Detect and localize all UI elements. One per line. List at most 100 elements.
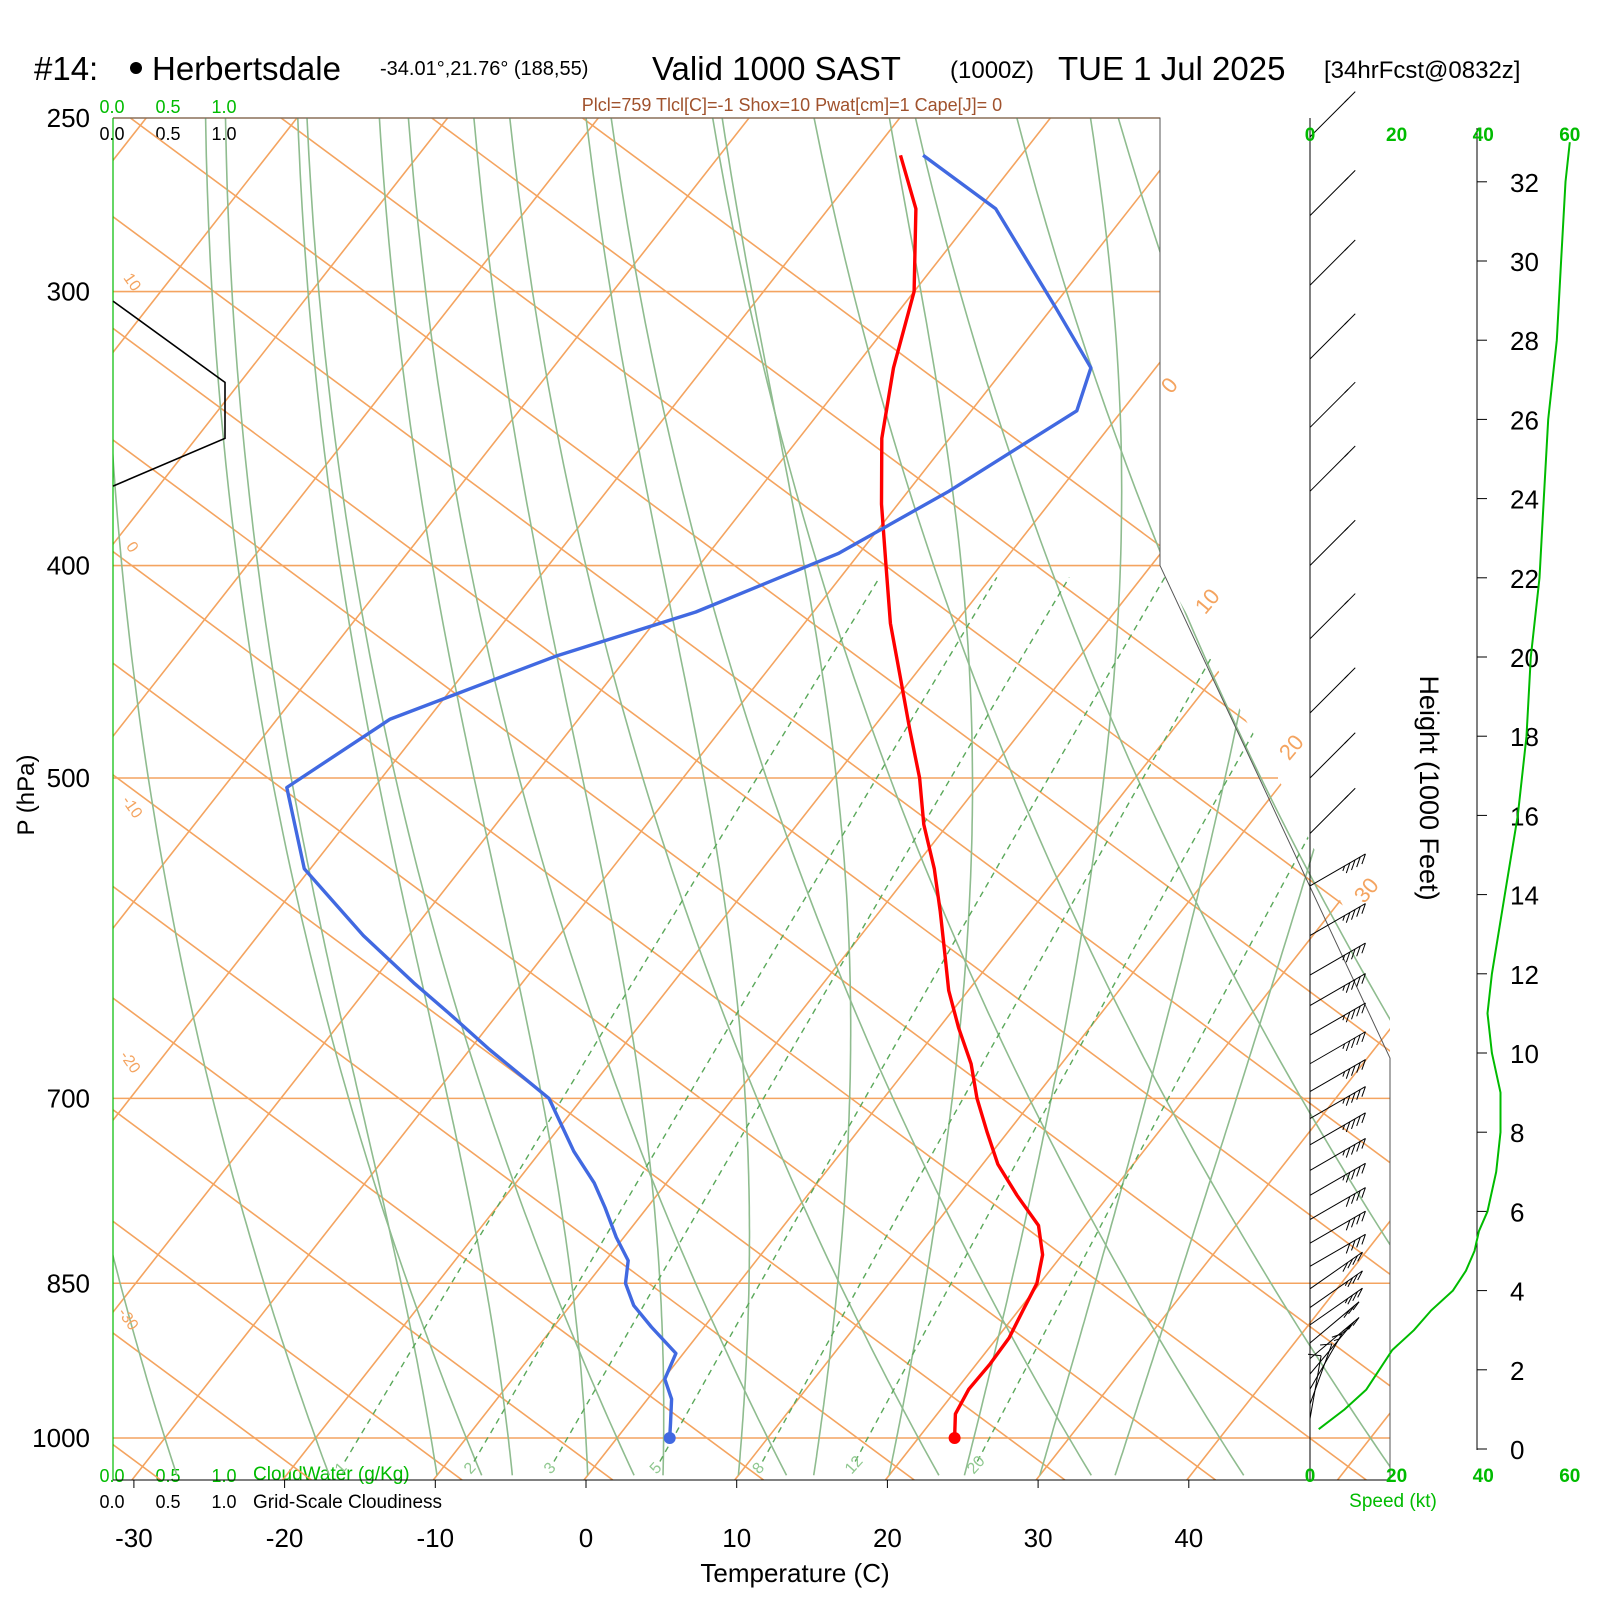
barb-feather	[1357, 1251, 1363, 1262]
mixing-ratio-label: 8	[749, 1459, 768, 1477]
isotherm-label: 0	[122, 539, 141, 556]
barb-feather	[1351, 1240, 1356, 1251]
wind-barb-icon	[1309, 1086, 1366, 1120]
barb-feather	[1361, 1138, 1366, 1149]
barb-staff	[1309, 1162, 1366, 1196]
isotherm-line	[113, 118, 1066, 1480]
valid-time: Valid 1000 SAST	[652, 50, 901, 87]
moist-adiabat-line	[715, 118, 852, 1476]
barb-feather	[1356, 1190, 1361, 1201]
barb-feather	[1345, 1147, 1351, 1158]
plot-frame	[112, 117, 1391, 1480]
barb-feather	[1351, 948, 1356, 960]
pressure-tick-label: 700	[47, 1083, 90, 1113]
dry-adiabat-line	[705, 118, 1245, 1476]
isotherm-line	[113, 118, 1217, 1480]
barb-feather	[1347, 1258, 1354, 1269]
temperature-line	[879, 154, 1045, 1439]
wind-barb-icon	[1309, 1002, 1366, 1036]
barb-feather	[1361, 1086, 1366, 1097]
cloudwater-label: CloudWater (g/Kg)	[253, 1464, 410, 1485]
isobars	[113, 117, 1390, 1439]
speed-tick-label: 60	[1559, 1466, 1580, 1487]
barb-feather	[1345, 1196, 1351, 1207]
barb-flag	[1345, 520, 1356, 531]
barb-half-feather	[1342, 1071, 1346, 1077]
height-speed-panel: 0246810121416182022242628303200202040406…	[1305, 125, 1581, 1487]
barb-feather	[1361, 1211, 1366, 1222]
barb-feather	[1345, 1068, 1351, 1079]
barb-staff	[1309, 1324, 1352, 1375]
wind-barb-icon	[1309, 942, 1366, 976]
station-id: #14:	[34, 50, 98, 87]
speed-tick-label: 0	[1305, 1466, 1316, 1487]
temperature-tick-label: -10	[417, 1523, 455, 1553]
isotherm-line	[113, 118, 298, 1480]
pressure-tick-label: 500	[47, 763, 90, 793]
barb-feather	[1345, 1011, 1351, 1023]
barb-feather	[1345, 982, 1351, 993]
barb-feather	[1356, 1141, 1361, 1152]
cloudiness-tick: 0.5	[155, 124, 180, 144]
plot-border	[113, 117, 1391, 1480]
speed-tick-label: 0	[1305, 125, 1316, 146]
isotherm-line	[113, 118, 750, 1480]
speed-axis-title: Speed (kt)	[1349, 1491, 1437, 1512]
barb-staff	[1309, 1210, 1366, 1244]
temperature-surface-marker	[948, 1432, 961, 1444]
barb-feather	[1351, 1193, 1356, 1204]
isotherm-line	[131, 118, 1202, 1480]
barb-feather	[1345, 912, 1351, 923]
barb-half-feather	[1344, 177, 1349, 182]
dry-adiabat-line	[113, 118, 331, 1476]
cloudwater-tick: 1.0	[211, 1466, 236, 1486]
isotherm-line	[113, 118, 901, 1480]
barb-staff	[1309, 1187, 1366, 1220]
cloudwater-tick: 0.5	[155, 97, 180, 117]
barb-feather	[1356, 1214, 1361, 1225]
forecast-info: [34hrFcst@0832z]	[1324, 57, 1520, 84]
mixing-ratio-line	[553, 577, 1070, 1462]
wind-barb-icon	[1309, 1343, 1333, 1405]
dry-adiabat-line	[304, 118, 635, 1476]
barb-feather	[1307, 1353, 1322, 1357]
dry-adiabat-line	[1006, 118, 1390, 1476]
wind-barb-icon	[1309, 170, 1356, 217]
barb-feather	[1357, 1287, 1363, 1298]
wind-barb-icon	[1309, 1059, 1366, 1092]
barb-feather	[1351, 1092, 1356, 1103]
station-coords: -34.01°,21.76° (188,55)	[380, 58, 588, 80]
valid-time-zulu: (1000Z)	[950, 57, 1034, 84]
isotherm-line	[1336, 118, 1390, 1480]
temperature-tick-label: -20	[266, 1523, 304, 1553]
mixing-ratio-line	[761, 577, 1258, 1462]
barb-feather	[1352, 1291, 1358, 1302]
barb-staff	[1309, 1059, 1366, 1092]
barb-feather	[1345, 951, 1351, 963]
speed-tick-label: 20	[1386, 125, 1407, 146]
speed-tick-label: 40	[1473, 125, 1494, 146]
wind-barb-icon	[1309, 1162, 1366, 1196]
temperature-tick-label: 10	[722, 1523, 751, 1553]
cloudiness-tick: 0.0	[99, 1492, 124, 1512]
barb-feather	[1347, 1277, 1354, 1288]
barb-half-feather	[1342, 1014, 1346, 1021]
wind-barbs	[1307, 91, 1366, 1480]
pressure-tick-label: 300	[47, 277, 90, 307]
isotherm-line	[113, 118, 1390, 1480]
barb-half-feather	[1342, 915, 1346, 921]
barb-half-feather	[1342, 954, 1346, 961]
moist-adiabat-line	[580, 118, 751, 1476]
barb-feather	[1351, 979, 1356, 990]
height-tick-label: 28	[1510, 326, 1539, 356]
isotherm-line	[0, 118, 10, 1480]
isotherm-line	[1035, 118, 1390, 1480]
wind-barb-icon	[1309, 1324, 1352, 1375]
barb-staff	[1309, 1137, 1366, 1171]
barb-feather	[1361, 942, 1366, 954]
barb-half-feather	[1344, 320, 1349, 325]
barb-feather	[1361, 1234, 1366, 1245]
dry-adiabat-line	[404, 118, 788, 1476]
wind-barb-icon	[1309, 91, 1356, 138]
pressure-tick-label: 850	[47, 1268, 90, 1298]
